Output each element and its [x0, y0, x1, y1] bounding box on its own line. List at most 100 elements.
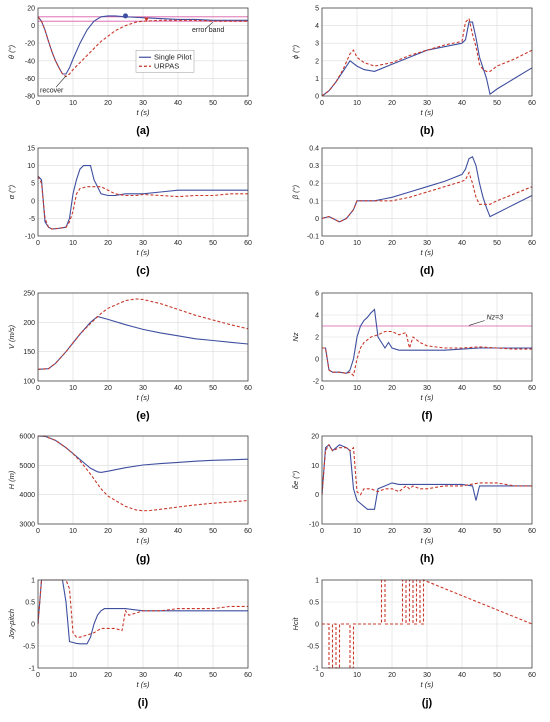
- x-tick-label: 60: [244, 100, 252, 107]
- series-single-pilot-line: [321, 21, 533, 97]
- series-urpas-line: [322, 579, 533, 669]
- annotation-nz3: Nz=3: [487, 314, 504, 321]
- x-tick-label: 60: [528, 385, 536, 392]
- x-tick-label: 0: [36, 672, 40, 679]
- y-axis-label: θ (°): [7, 44, 16, 59]
- series-urpas-line: [37, 435, 249, 512]
- x-tick-label: 0: [320, 100, 324, 107]
- y-tick-label: 15: [27, 146, 35, 153]
- panel-caption: (j): [422, 697, 433, 709]
- x-tick-label: 30: [423, 100, 431, 107]
- axes-frame: [37, 292, 249, 382]
- series-single-pilot-line: [37, 435, 249, 473]
- y-tick-label: -10: [25, 234, 35, 241]
- y-axis-label: Joy-pitch: [7, 609, 16, 640]
- x-tick-label: 30: [423, 385, 431, 392]
- y-tick-label: -5: [29, 216, 35, 223]
- x-axis-label: t (s): [421, 393, 434, 402]
- x-axis-label: t (s): [421, 248, 434, 257]
- y-tick-label: 0: [315, 94, 319, 101]
- legend-label-single-pilot: Single Pilot: [154, 53, 192, 62]
- x-tick-label: 40: [174, 385, 182, 392]
- x-axis-label: t (s): [137, 248, 150, 257]
- x-tick-label: 50: [493, 385, 501, 392]
- x-tick-label: 20: [388, 385, 396, 392]
- annotation-error-band: error band: [192, 27, 224, 34]
- y-tick-label: 20: [311, 434, 319, 441]
- x-tick-label: 60: [244, 528, 252, 535]
- y-tick-label: 2: [315, 335, 319, 342]
- x-tick-label: 40: [174, 672, 182, 679]
- panel-i: 0 10 20 30 40 50 60 -1 -0.5 0 0.5 1 t (s) Joy-pitch (i…: [7, 578, 252, 710]
- annotation-recover: recover: [40, 87, 64, 94]
- x-tick-label: 10: [69, 528, 77, 535]
- y-axis-label: ϕ (°): [291, 44, 300, 59]
- series-urpas-line: [321, 17, 533, 97]
- axes-frame: [321, 435, 533, 525]
- x-tick-label: 10: [69, 385, 77, 392]
- panel-j: 0 10 20 30 40 50 60 -1 -0.5 0 0.5 1 t (s) Hcit (j): [291, 578, 536, 710]
- x-tick-label: 10: [69, 672, 77, 679]
- y-tick-label: 4: [315, 313, 319, 320]
- y-tick-label: 0: [315, 622, 319, 629]
- x-tick-label: 20: [104, 240, 112, 247]
- panel-caption: (e): [136, 410, 150, 422]
- marker-point: [123, 13, 128, 19]
- y-tick-label: 0: [31, 23, 35, 30]
- axes-frame: [37, 7, 249, 97]
- y-axis-label: V (m/s): [7, 324, 16, 349]
- y-tick-label: 0: [31, 198, 35, 205]
- x-tick-label: 20: [388, 240, 396, 247]
- y-tick-label: -0.5: [307, 644, 319, 651]
- axes-frame: [37, 579, 249, 669]
- panel-caption: (i): [138, 697, 149, 709]
- x-tick-label: 0: [320, 672, 324, 679]
- x-tick-label: 10: [353, 385, 361, 392]
- x-tick-label: 20: [388, 100, 396, 107]
- y-tick-label: 4000: [19, 492, 35, 499]
- panel-caption: (f): [422, 410, 433, 422]
- y-tick-label: 10: [27, 163, 35, 170]
- x-tick-label: 60: [244, 672, 252, 679]
- x-axis-label: t (s): [137, 536, 150, 545]
- x-tick-label: 10: [353, 240, 361, 247]
- series-urpas-line: [321, 171, 533, 223]
- x-tick-label: 10: [353, 528, 361, 535]
- y-tick-label: -0.5: [23, 644, 35, 651]
- y-tick-label: 150: [23, 349, 35, 356]
- y-tick-label: -40: [25, 58, 35, 65]
- x-tick-label: 20: [104, 672, 112, 679]
- x-tick-label: 40: [458, 528, 466, 535]
- annotation-arrow: [468, 320, 485, 326]
- y-tick-label: 0.3: [309, 163, 319, 170]
- x-tick-label: 30: [139, 100, 147, 107]
- x-tick-label: 40: [458, 385, 466, 392]
- series-single-pilot-line: [321, 443, 532, 510]
- panel-caption: (a): [136, 125, 150, 137]
- panel-caption: (c): [136, 265, 150, 277]
- series-single-pilot-line: [37, 165, 248, 230]
- series-single-pilot-line: [37, 15, 248, 75]
- y-tick-label: 0: [315, 357, 319, 364]
- y-tick-label: 6: [315, 291, 319, 298]
- x-tick-label: 30: [139, 385, 147, 392]
- x-axis-label: t (s): [421, 680, 434, 689]
- y-tick-label: 5: [315, 6, 319, 13]
- y-tick-label: 1: [31, 578, 35, 585]
- x-tick-label: 50: [209, 385, 217, 392]
- y-tick-label: 100: [23, 379, 35, 386]
- x-tick-label: 20: [388, 528, 396, 535]
- legend-label-urpas: URPAS: [154, 62, 179, 71]
- y-tick-label: 1: [315, 578, 319, 585]
- x-tick-label: 50: [493, 100, 501, 107]
- x-tick-label: 30: [139, 672, 147, 679]
- x-tick-label: 40: [458, 672, 466, 679]
- annotation-arrow: [55, 75, 67, 88]
- x-tick-label: 40: [174, 528, 182, 535]
- x-tick-label: 30: [423, 528, 431, 535]
- y-tick-label: -1: [29, 666, 35, 673]
- y-axis-label: α (°): [7, 184, 16, 199]
- x-tick-label: 60: [528, 528, 536, 535]
- x-tick-label: 0: [320, 385, 324, 392]
